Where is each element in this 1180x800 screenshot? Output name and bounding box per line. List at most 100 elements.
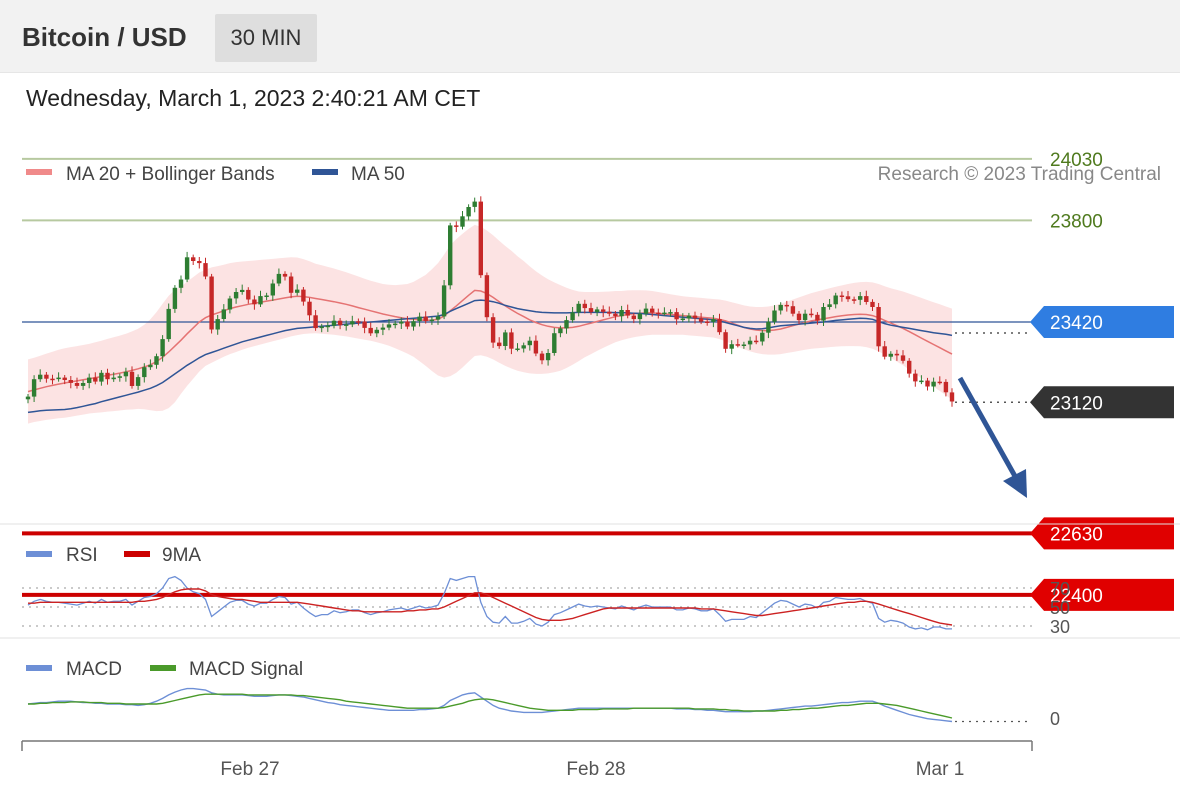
candle-body	[313, 315, 318, 329]
timeframe-button[interactable]: 30 MIN	[215, 14, 317, 62]
candle-body	[319, 326, 324, 329]
ma50-tag	[1030, 306, 1174, 338]
ma9-legend-label: 9MA	[162, 545, 201, 566]
candle-body	[295, 289, 300, 293]
candle-body	[796, 313, 802, 321]
candle-body	[25, 396, 31, 400]
candle-body	[545, 353, 551, 361]
candle-body	[331, 320, 337, 326]
candle-body	[698, 318, 704, 322]
candle-body	[307, 301, 312, 316]
candle-body	[288, 276, 294, 293]
candle-body	[258, 296, 263, 305]
candle-body	[435, 316, 441, 320]
time-axis-label: Feb 27	[220, 759, 279, 780]
timestamp: Wednesday, March 1, 2023 2:40:21 AM CET	[26, 85, 481, 111]
candle-body	[209, 276, 214, 330]
candle-body	[270, 283, 275, 296]
candle-body	[637, 313, 643, 320]
candle-body	[845, 296, 851, 300]
candle-body	[539, 353, 545, 361]
candle-body	[754, 340, 759, 343]
candle-body	[527, 340, 532, 346]
candle-body	[87, 377, 92, 383]
candle-body	[858, 296, 863, 300]
candle-body	[484, 275, 490, 318]
ma50-label: 23420	[1050, 313, 1103, 334]
candle-body	[588, 308, 594, 313]
copyright-credit: Research © 2023 Trading Central	[878, 164, 1161, 185]
candle-body	[656, 312, 661, 315]
candle-body	[851, 299, 857, 301]
candle-body	[931, 381, 936, 387]
candle-body	[178, 279, 184, 288]
candle-body	[809, 313, 814, 316]
candle-body	[876, 307, 881, 347]
candle-body	[344, 324, 349, 326]
candle-body	[356, 321, 361, 323]
candle-body	[631, 315, 636, 320]
candle-body	[778, 304, 783, 311]
candle-body	[38, 374, 43, 380]
macd-panel: 0	[27, 687, 1060, 729]
candle-body	[105, 372, 110, 380]
candle-body	[441, 285, 447, 317]
macd-signal-line	[28, 693, 953, 719]
candle-body	[233, 292, 239, 299]
candle-body	[515, 348, 520, 350]
forecast-arrow	[957, 376, 1027, 498]
candle-body	[50, 378, 55, 381]
candle-body	[839, 295, 845, 297]
candle-body	[240, 289, 245, 292]
candle-body	[509, 332, 514, 349]
candle-body	[613, 313, 618, 317]
chart-title: Bitcoin / USD	[22, 22, 187, 52]
candle-body	[142, 367, 147, 378]
support-label: 22400	[1050, 586, 1103, 607]
candle-body	[154, 356, 159, 365]
candle-body	[497, 342, 502, 347]
candle-body	[686, 315, 692, 319]
candle-body	[558, 328, 563, 334]
candle-body	[870, 301, 875, 307]
candle-body	[815, 314, 820, 321]
candle-body	[717, 319, 722, 333]
macd-signal-legend-label: MACD Signal	[189, 659, 303, 680]
candle-body	[166, 308, 171, 340]
candle-body	[925, 380, 930, 387]
candle-body	[337, 320, 343, 326]
candle-body	[411, 321, 416, 327]
candle-body	[619, 310, 624, 317]
candle-body	[625, 310, 630, 316]
last-price-tag	[1030, 386, 1174, 419]
candle-body	[454, 225, 459, 227]
candle-body	[790, 306, 796, 314]
last-price-label: 23120	[1050, 393, 1103, 414]
candle-body	[160, 339, 165, 357]
candle-body	[913, 373, 918, 382]
time-axis-label: Mar 1	[916, 759, 965, 780]
candle-body	[405, 321, 410, 327]
candle-body	[148, 364, 153, 368]
support-label: 22630	[1050, 524, 1103, 545]
candle-body	[650, 308, 655, 313]
candle-body	[711, 319, 716, 322]
candle-body	[460, 216, 465, 227]
candle-body	[80, 383, 86, 386]
candle-body	[99, 372, 104, 382]
candle-body	[772, 310, 777, 322]
ma20-legend-label: MA 20 + Bollinger Bands	[66, 164, 275, 185]
candle-body	[943, 381, 949, 393]
candle-body	[466, 207, 471, 217]
candle-body	[907, 360, 912, 374]
candle-body	[417, 316, 422, 322]
candle-body	[827, 304, 832, 307]
level-lines	[22, 157, 1040, 597]
candle-body	[184, 257, 190, 280]
resistance-label: 23800	[1050, 211, 1103, 232]
time-axis: Feb 27 Feb 28 Mar 1	[21, 740, 1033, 780]
macd-zero-label: 0	[1050, 709, 1060, 729]
candle-body	[399, 321, 404, 324]
candle-body	[643, 308, 649, 314]
